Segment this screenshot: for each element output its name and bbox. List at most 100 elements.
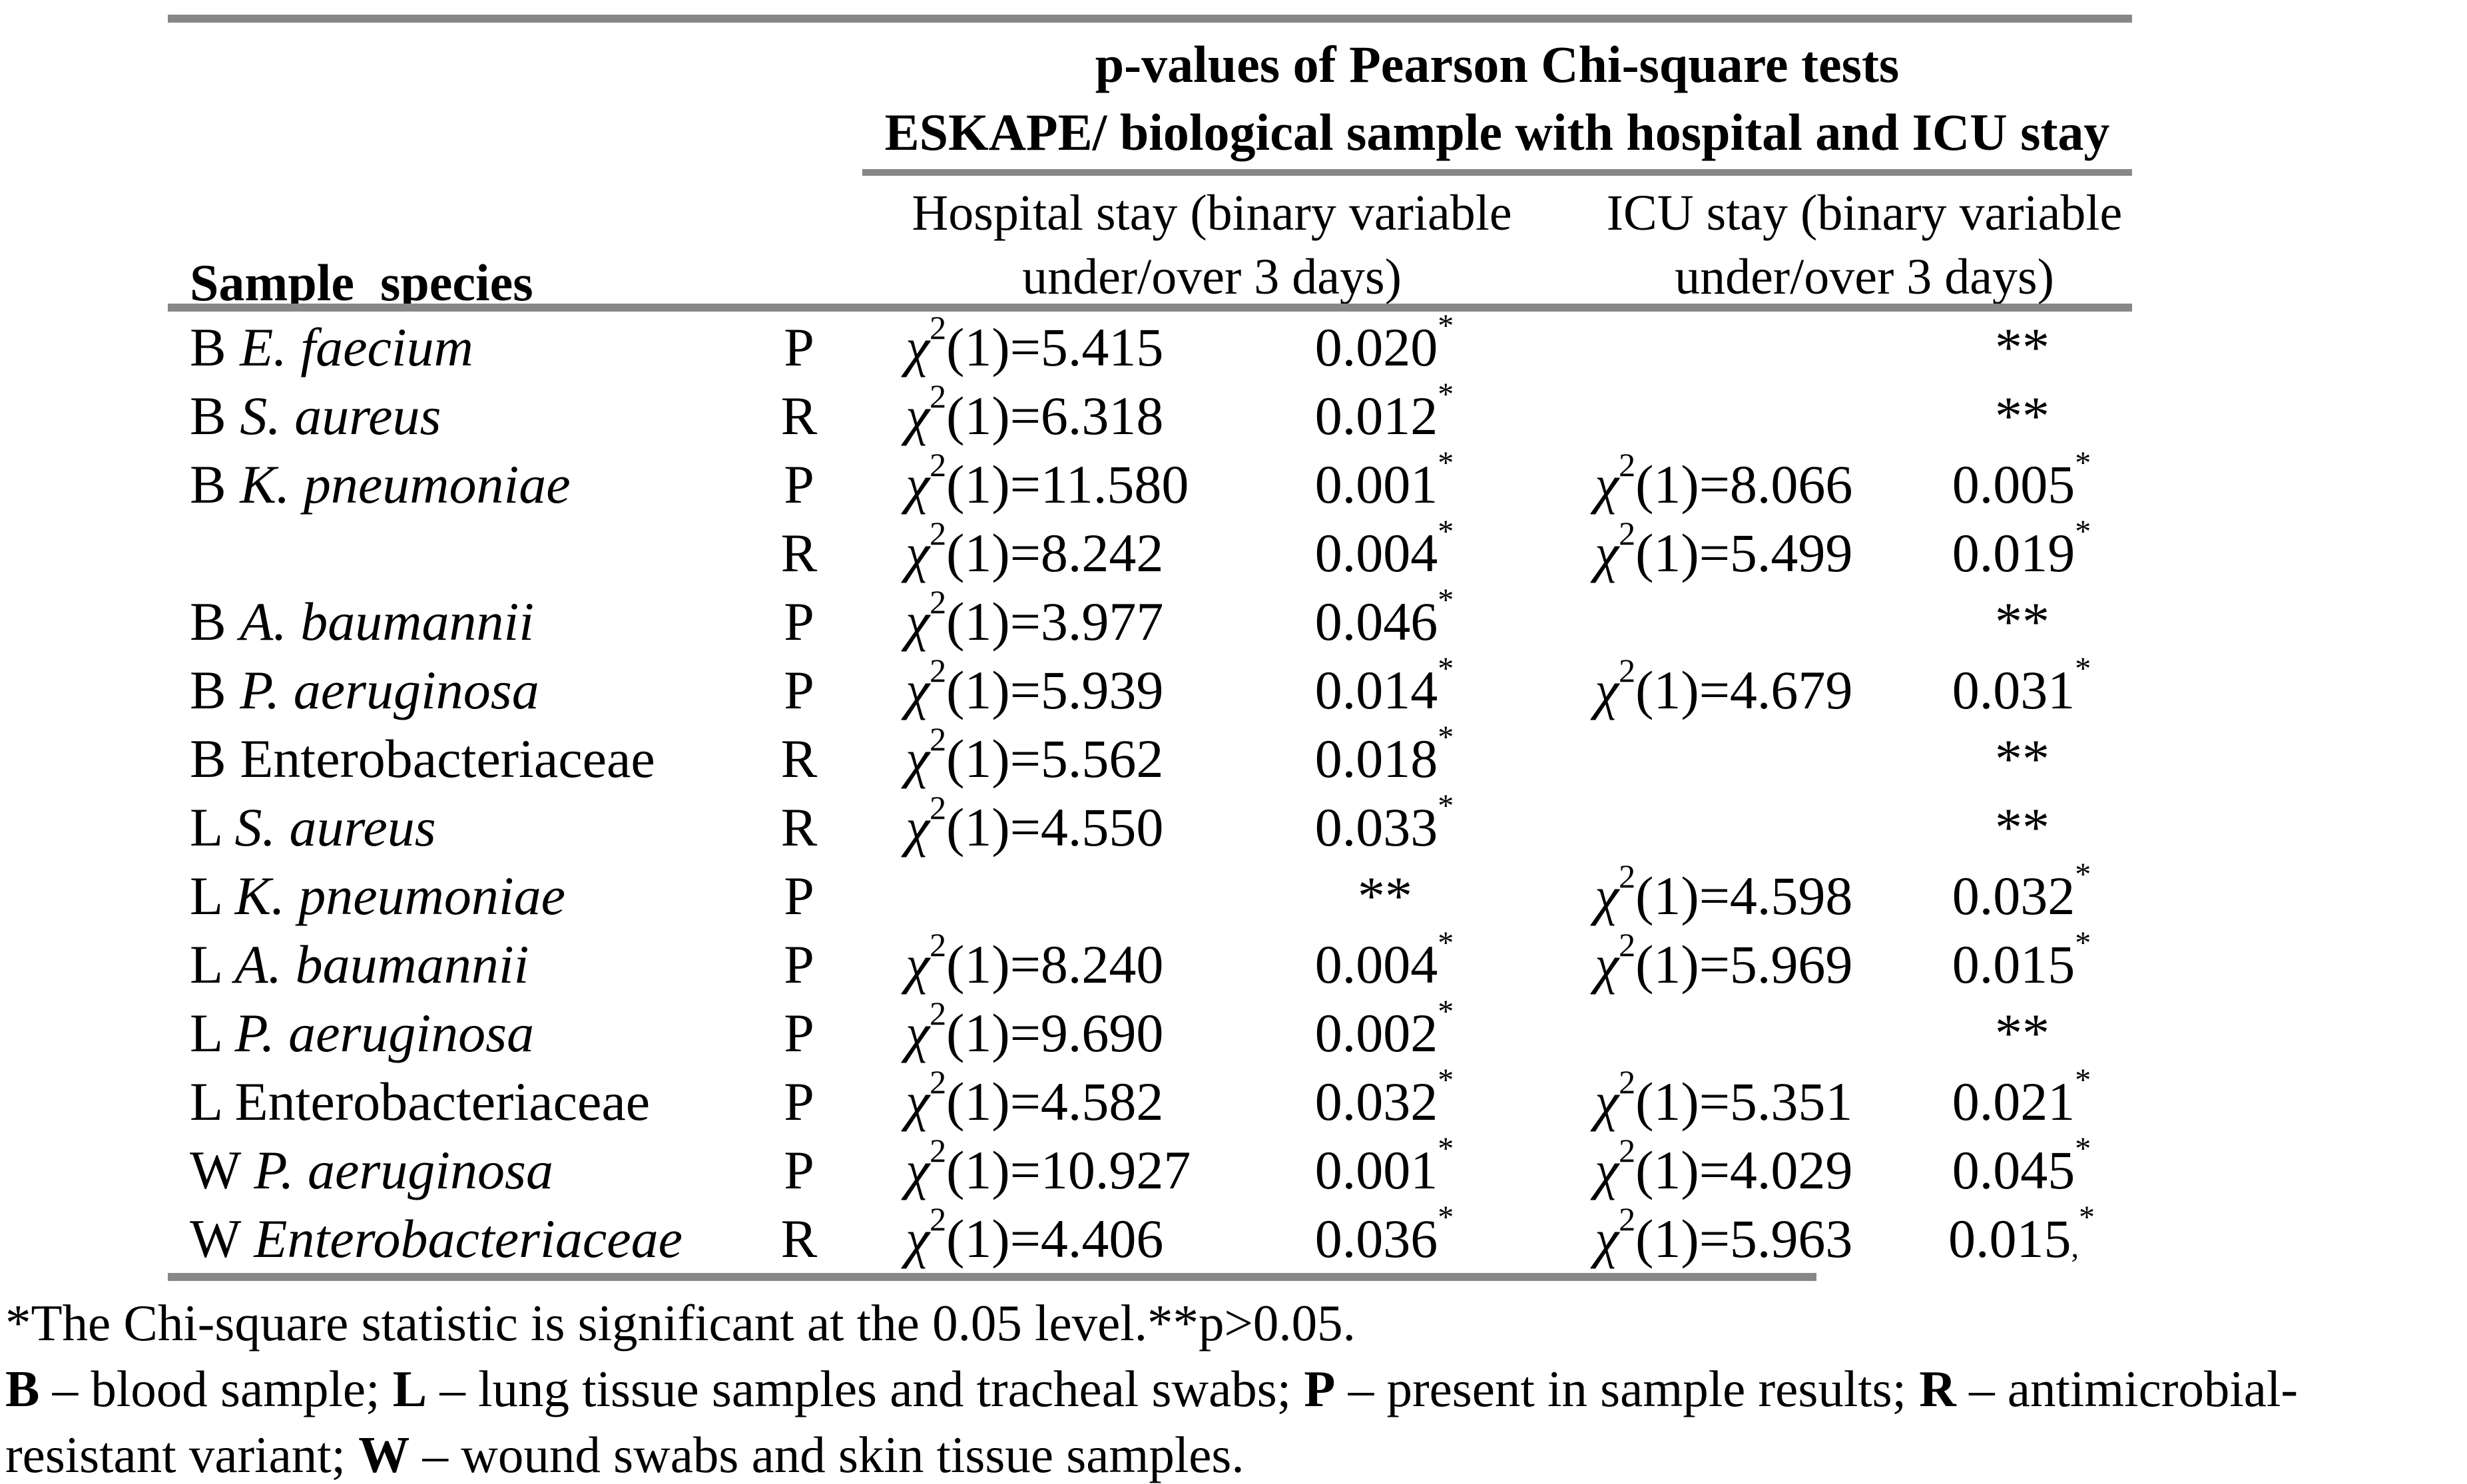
chi-exponent: 2: [1619, 1132, 1636, 1169]
chi-symbol: χ: [1595, 523, 1619, 583]
chi-square-statistic: χ2(1)=8.066: [1595, 448, 1853, 515]
hospital-chi-cell: χ2(1)=4.406: [906, 1202, 1225, 1273]
species-cell: B S. aureus: [190, 381, 756, 450]
icu-pvalue-cell: 0.015*: [1912, 927, 2132, 999]
p-value-text: **: [1995, 797, 2050, 858]
hospital-pvalue-cell: **: [1245, 862, 1525, 930]
significance-asterisk: *: [1438, 1200, 1456, 1235]
p-value-text: **: [1995, 591, 2050, 652]
sample-type-letter: W: [190, 1208, 254, 1269]
chi-exponent: 2: [930, 583, 947, 620]
icu-pvalue-cell: **: [1912, 999, 2132, 1067]
significance-asterisk: *: [2075, 445, 2093, 481]
chi-symbol: χ: [906, 523, 930, 583]
p-value: 0.004*: [1315, 516, 1456, 584]
significance-asterisk: *: [2079, 1200, 2096, 1235]
p-value: **: [1995, 591, 2050, 652]
chi-exponent: 2: [930, 309, 947, 346]
icu-pvalue-cell: 0.015,*: [1912, 1202, 2132, 1273]
icu-pvalue-cell: 0.032*: [1912, 859, 2132, 930]
icu-chi-cell: χ2(1)=5.963: [1595, 1202, 1914, 1273]
icu-pvalue-cell: 0.005*: [1912, 447, 2132, 519]
legend-text: – present in sample results;: [1335, 1360, 1920, 1417]
hospital-chi-cell: χ2(1)=11.580: [906, 448, 1225, 519]
variant-cell: P: [752, 1067, 846, 1136]
table-title-line2: ESKAPE/ biological sample with hospital …: [884, 103, 2110, 161]
legend-letter: L: [392, 1360, 427, 1417]
legend-letter: B: [5, 1360, 40, 1417]
icu-stay-column-header: ICU stay (binary variable under/over 3 d…: [1565, 181, 2164, 309]
species-name: Enterobacteriaceae: [254, 1208, 683, 1269]
species-cell: B A. baumannii: [190, 587, 756, 656]
significance-asterisk: *: [1438, 994, 1456, 1029]
species-cell: B Enterobacteriaceae: [190, 724, 756, 793]
p-value-text: **: [1358, 866, 1412, 926]
significance-asterisk: *: [1438, 720, 1456, 755]
legend-text: – lung tissue samples and tracheal swabs…: [427, 1360, 1304, 1417]
species-name: E. faecium: [240, 317, 473, 377]
hospital-chi-cell: [906, 862, 1225, 930]
variant-cell: P: [752, 862, 846, 930]
chi-exponent: 2: [930, 377, 947, 415]
legend-text: resistant variant;: [5, 1426, 359, 1483]
significance-asterisk: *: [2075, 925, 2093, 961]
chi-symbol: χ: [906, 454, 930, 515]
icu-chi-cell: χ2(1)=4.679: [1595, 654, 1914, 724]
table-top-rule: [168, 15, 2132, 23]
hospital-pvalue-cell: 0.032*: [1245, 1065, 1525, 1136]
chi-df-equals: (1)=4.406: [946, 1208, 1164, 1269]
significance-asterisk: *: [1438, 1131, 1456, 1166]
variant-cell: R: [752, 519, 846, 587]
hospital-header-line1: Hospital stay (binary variable: [912, 185, 1512, 241]
hospital-header-line2: under/over 3 days): [1022, 249, 1402, 305]
chi-symbol: χ: [1595, 1140, 1619, 1200]
p-value-text: **: [1995, 728, 2050, 789]
p-value: 0.020*: [1315, 310, 1456, 378]
chi-symbol: χ: [906, 934, 930, 995]
chi-exponent: 2: [1619, 1200, 1636, 1238]
p-value: 0.001*: [1314, 447, 1456, 515]
variant-letter: P: [784, 317, 814, 377]
legend-letter: W: [358, 1426, 410, 1483]
chi-df-equals: (1)=4.029: [1635, 1140, 1853, 1200]
chi-symbol: χ: [906, 1071, 930, 1132]
icu-chi-cell: [1595, 724, 1914, 793]
hospital-pvalue-cell: 0.020*: [1245, 310, 1525, 381]
species-cell: L S. aureus: [190, 793, 756, 862]
p-value: 0.036*: [1315, 1202, 1456, 1270]
chi-symbol: χ: [906, 797, 930, 858]
chi-exponent: 2: [930, 789, 947, 826]
species-cell: W P. aeruginosa: [190, 1136, 756, 1204]
species-cell: [190, 519, 756, 587]
chi-exponent: 2: [930, 926, 947, 963]
variant-cell: P: [752, 930, 846, 999]
sample-type-letter: L: [190, 1003, 235, 1063]
icu-chi-cell: χ2(1)=5.351: [1595, 1065, 1914, 1136]
hospital-chi-cell: χ2(1)=8.242: [906, 517, 1225, 587]
species-name: S. aureus: [240, 385, 441, 446]
p-value: **: [1995, 1003, 2050, 1063]
chi-square-statistic: χ2(1)=5.499: [1595, 517, 1852, 583]
p-value: **: [1995, 317, 2050, 377]
species-name: S. aureus: [234, 797, 436, 858]
species-cell: L K. pneumoniae: [190, 862, 756, 930]
chi-square-statistic: χ2(1)=5.939: [906, 654, 1163, 720]
footnotes: *The Chi-square statistic is significant…: [5, 1290, 2467, 1484]
icu-pvalue-cell: **: [1912, 587, 2132, 656]
chi-exponent: 2: [1619, 926, 1636, 963]
variant-letter: P: [784, 866, 814, 926]
p-value-text: 0.032: [1314, 1071, 1438, 1132]
significance-asterisk: *: [1438, 1063, 1456, 1098]
p-value: 0.002*: [1315, 996, 1456, 1064]
variant-cell: P: [752, 313, 846, 381]
hospital-chi-cell: χ2(1)=8.240: [906, 928, 1225, 999]
icu-chi-cell: [1595, 587, 1914, 656]
icu-header-line1: ICU stay (binary variable: [1606, 185, 2123, 241]
footnote-legend-line2: resistant variant; W – wound swabs and s…: [5, 1422, 2467, 1484]
chi-df-equals: (1)=8.066: [1635, 454, 1853, 515]
chi-df-equals: (1)=11.580: [946, 454, 1189, 515]
p-value-text: 0.001: [1314, 454, 1438, 515]
